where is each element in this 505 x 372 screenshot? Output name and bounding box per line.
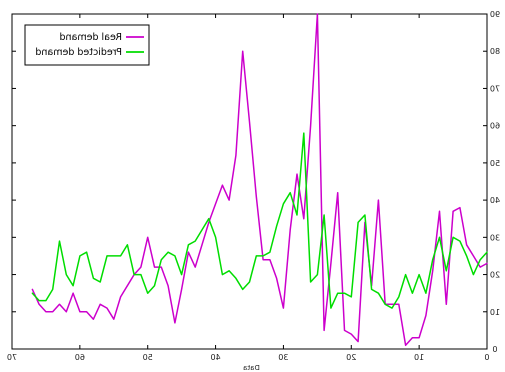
- x-tick-label: 60: [75, 353, 85, 362]
- plot-frame: [11, 13, 488, 350]
- y-tick-label: 60: [490, 122, 500, 131]
- y-tick-label: 90: [490, 10, 500, 19]
- x-tick-label: 40: [210, 353, 220, 362]
- y-tick-label: 10: [490, 308, 500, 317]
- y-tick-label: 20: [490, 271, 500, 280]
- x-tick-label: 0: [484, 353, 489, 362]
- legend-label-predicted-demand: Predicted demand: [35, 47, 122, 58]
- x-tick-label: 20: [346, 353, 356, 362]
- x-tick-label: 10: [414, 353, 424, 362]
- y-tick-label: 0: [492, 345, 497, 354]
- series-line-predicted-demand: [31, 132, 488, 309]
- y-tick-label: 40: [490, 196, 500, 205]
- x-tick-label: 70: [7, 353, 17, 362]
- y-tick-label: 80: [490, 47, 500, 56]
- legend-label-real-demand: Real demand: [59, 32, 122, 43]
- series-line-real-demand: [31, 13, 488, 347]
- legend-box: [24, 24, 150, 66]
- y-tick-label: 50: [490, 159, 500, 168]
- y-tick-label: 30: [490, 233, 500, 242]
- y-tick-label: 70: [490, 84, 500, 93]
- x-axis-label: Data: [243, 364, 260, 372]
- x-tick-label: 30: [278, 353, 288, 362]
- x-tick-label: 50: [143, 353, 153, 362]
